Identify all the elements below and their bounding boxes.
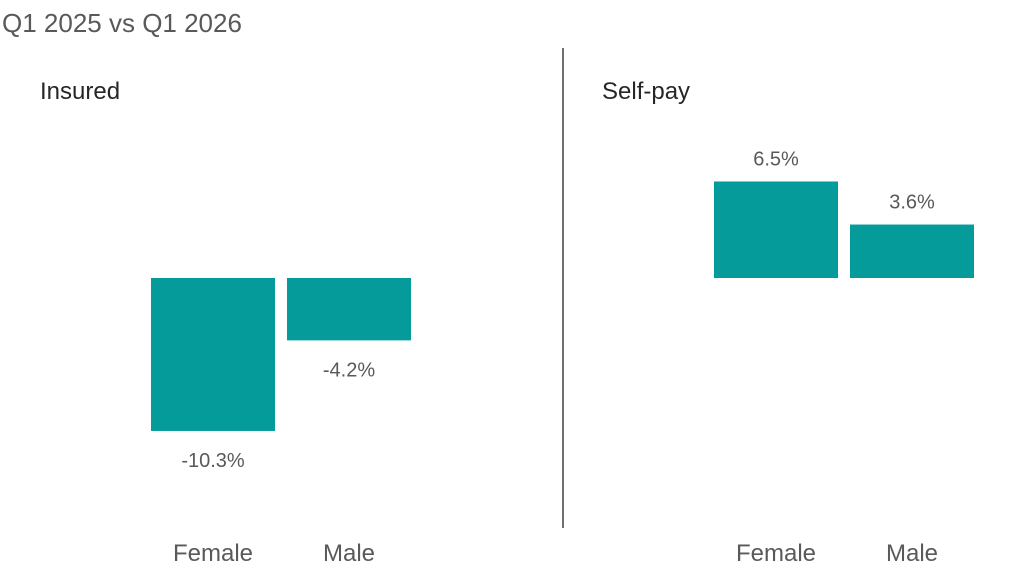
x-tick-label: Female: [736, 540, 816, 567]
panel-insured: Insured -10.3% Female -4.2% Male: [40, 78, 411, 567]
panels: Insured -10.3% Female -4.2% Male Self-pay 6.5%…: [40, 78, 974, 567]
x-tick-label: Male: [886, 540, 938, 567]
panel-title: Insured: [40, 78, 120, 105]
x-tick-label: Female: [173, 540, 253, 567]
data-label: 3.6%: [889, 192, 935, 214]
chart-title: Q1 2025 vs Q1 2026: [2, 8, 242, 38]
bar: [287, 278, 411, 341]
data-label: -10.3%: [181, 450, 245, 472]
bar: [850, 224, 974, 278]
bar: [151, 278, 275, 431]
data-label: 6.5%: [753, 148, 799, 170]
x-tick-label: Male: [323, 540, 375, 567]
bar: [714, 181, 838, 278]
panel-self-pay: Self-pay 6.5% Female 3.6% Male: [602, 78, 974, 567]
data-label: -4.2%: [323, 359, 375, 381]
panel-title: Self-pay: [602, 78, 690, 105]
